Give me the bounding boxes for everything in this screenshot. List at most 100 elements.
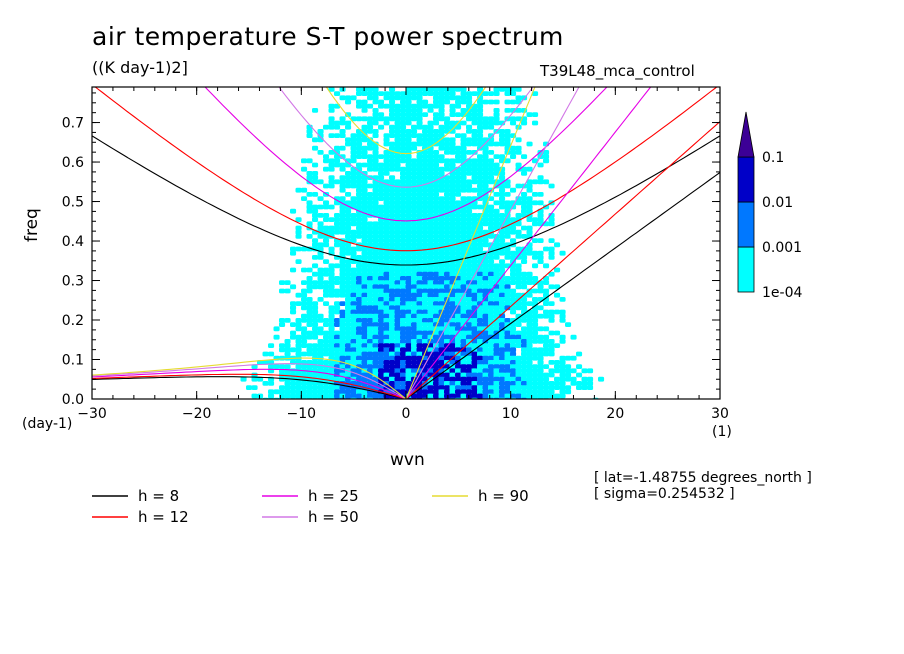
spectrum-cell (433, 150, 440, 155)
spectrum-cell (400, 154, 407, 159)
spectrum-cell (482, 217, 489, 222)
spectrum-cell (521, 347, 528, 353)
spectrum-cell (504, 108, 511, 113)
spectrum-cell (471, 326, 478, 332)
spectrum-cell (532, 120, 539, 126)
spectrum-cell (427, 301, 434, 306)
spectrum-cell (521, 318, 528, 323)
spectrum-cell (504, 129, 511, 134)
spectrum-cell (471, 150, 478, 155)
spectrum-cell (372, 297, 379, 302)
spectrum-cell (510, 347, 517, 353)
spectrum-cell (532, 200, 539, 206)
spectrum-cell (482, 120, 489, 126)
spectrum-cell (383, 343, 390, 348)
spectrum-cell (471, 301, 478, 306)
spectrum-cell (488, 120, 495, 126)
spectrum-cell (526, 166, 533, 172)
spectrum-cell (345, 334, 352, 340)
spectrum-cell (537, 334, 544, 340)
spectrum-cell (339, 179, 346, 185)
spectrum-cell (427, 263, 434, 269)
spectrum-cell (504, 364, 511, 369)
spectrum-cell (433, 192, 440, 197)
spectrum-cell (367, 221, 374, 227)
spectrum-cell (460, 334, 467, 340)
spectrum-cell (372, 208, 379, 214)
spectrum-cell (433, 87, 440, 92)
spectrum-cell (389, 108, 396, 113)
spectrum-cell (488, 166, 495, 172)
spectrum-cell (317, 385, 324, 390)
spectrum-cell (482, 351, 489, 357)
spectrum-cell (339, 213, 346, 218)
spectrum-cell (345, 112, 352, 117)
spectrum-cell (444, 255, 451, 260)
spectrum-cell (328, 318, 335, 323)
spectrum-cell (416, 330, 423, 336)
spectrum-cell (422, 229, 429, 235)
spectrum-cell (444, 179, 451, 185)
spectrum-cell (356, 288, 363, 294)
spectrum-cell (444, 229, 451, 235)
spectrum-cell (356, 150, 363, 155)
spectrum-cell (433, 351, 440, 357)
spectrum-cell (438, 322, 445, 327)
spectrum-cell (411, 355, 418, 361)
spectrum-cell (471, 364, 478, 369)
spectrum-cell (559, 376, 566, 382)
spectrum-cell (416, 213, 423, 218)
spectrum-cell (570, 334, 577, 340)
spectrum-cell (466, 91, 473, 96)
spectrum-cell (317, 276, 324, 281)
spectrum-cell (312, 145, 319, 151)
spectrum-cell (510, 238, 517, 243)
spectrum-cell (422, 162, 429, 168)
spectrum-cell (317, 347, 324, 353)
spectrum-cell (350, 250, 357, 256)
spectrum-cell (383, 196, 390, 201)
spectrum-cell (312, 137, 319, 143)
spectrum-cell (515, 284, 522, 290)
spectrum-cell (471, 166, 478, 172)
y-tick-label: 0.4 (62, 234, 84, 250)
spectrum-cell (422, 334, 429, 340)
spectrum-cell (411, 309, 418, 315)
spectrum-cell (515, 343, 522, 348)
spectrum-cell (466, 250, 473, 256)
spectrum-cell (394, 196, 401, 201)
spectrum-cell (499, 372, 506, 378)
spectrum-cell (488, 372, 495, 378)
spectrum-cell (411, 322, 418, 327)
spectrum-cell (449, 238, 456, 243)
spectrum-cell (411, 162, 418, 168)
spectrum-cell (411, 179, 418, 185)
spectrum-cell (466, 141, 473, 147)
spectrum-cell (323, 318, 330, 323)
spectrum-cell (356, 284, 363, 290)
spectrum-cell (521, 171, 528, 176)
spectrum-cell (251, 393, 258, 399)
spectrum-cell (301, 330, 308, 336)
spectrum-cell (345, 313, 352, 319)
spectrum-cell (411, 133, 418, 138)
spectrum-cell (345, 276, 352, 281)
spectrum-cell (334, 330, 341, 336)
spectrum-cell (339, 313, 346, 319)
spectrum-cell (455, 292, 462, 298)
spectrum-cell (422, 112, 429, 117)
spectrum-cell (488, 150, 495, 155)
y-tick-label: 0.5 (62, 195, 84, 211)
spectrum-cell (493, 171, 500, 176)
spectrum-cell (570, 355, 577, 361)
spectrum-cell (367, 351, 374, 357)
spectrum-cell (389, 288, 396, 294)
spectrum-cell (394, 250, 401, 256)
spectrum-cell (466, 318, 473, 323)
spectrum-cell (295, 381, 302, 386)
spectrum-cell (356, 200, 363, 206)
spectrum-cell (449, 301, 456, 306)
spectrum-cell (416, 238, 423, 243)
spectrum-cell (466, 347, 473, 353)
spectrum-cell (416, 271, 423, 277)
